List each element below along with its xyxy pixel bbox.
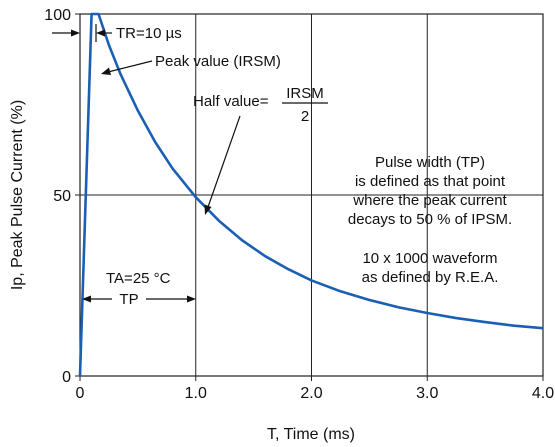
- x-tick-label: 0: [76, 385, 85, 402]
- y-tick-label: 50: [53, 188, 71, 205]
- tp-right-arrowhead: [187, 295, 196, 303]
- ticks-layer: 0 1.0 2.0 3.0 4.0 0 50 100: [44, 7, 554, 402]
- pulse-width-line-2: is defined as that point: [355, 173, 506, 190]
- peak-pointer-head: [101, 67, 111, 75]
- waveform-line-1: 10 x 1000 waveform: [362, 250, 497, 267]
- y-axis-title: Ip, Peak Pulse Current (%): [9, 100, 26, 290]
- x-tick-label: 4.0: [532, 385, 554, 402]
- half-value-pointer-head: [204, 204, 212, 215]
- pulse-width-line-4: decays to 50 % of IPSM.: [348, 211, 512, 228]
- tr-label: TR=10 µs: [116, 25, 182, 42]
- ta-label: TA=25 °C: [106, 270, 171, 287]
- x-tick-label: 2.0: [300, 385, 322, 402]
- pulse-width-line-3: where the peak current: [352, 192, 507, 209]
- tr-left-arrowhead: [71, 29, 80, 37]
- y-tick-label: 0: [62, 369, 71, 386]
- tp-left-arrowhead: [82, 295, 91, 303]
- tr-right-arrowhead: [96, 29, 105, 37]
- tp-label: TP: [119, 291, 138, 308]
- x-tick-label: 3.0: [416, 385, 438, 402]
- half-value-label: Half value=: [193, 93, 269, 110]
- half-value-pointer-line: [207, 115, 241, 208]
- pulse-width-line-1: Pulse width (TP): [375, 154, 485, 171]
- waveform-line-2: as defined by R.E.A.: [362, 269, 499, 286]
- grid-layer: [80, 14, 543, 376]
- half-value-denominator: 2: [301, 108, 309, 125]
- peak-pointer-line: [107, 60, 153, 73]
- peak-label: Peak value (IRSM): [155, 53, 281, 70]
- pulse-current-curve: [78, 12, 544, 377]
- x-tick-label: 1.0: [185, 385, 207, 402]
- half-value-numerator: IRSM: [286, 85, 324, 102]
- y-tick-label: 100: [44, 7, 71, 24]
- x-axis-title: T, Time (ms): [267, 426, 355, 443]
